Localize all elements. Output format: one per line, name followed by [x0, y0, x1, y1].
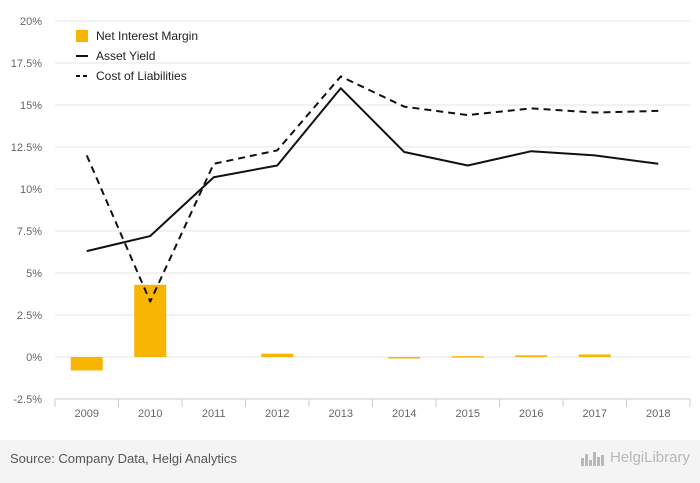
x-axis: 2009 2010 2011 2012 2013 2014 2015 2016 2017 2018 [54, 398, 691, 420]
y-tick-label: 10% [20, 184, 42, 196]
x-tick-label: 2018 [646, 408, 670, 420]
bar-2014[interactable] [388, 357, 421, 359]
cost-of-liabilities-line[interactable] [85, 75, 659, 303]
city-skyline-icon [580, 451, 604, 466]
x-tick-label: 2011 [202, 408, 226, 420]
x-tick-label: 2010 [138, 408, 162, 420]
x-tick-label: 2012 [265, 408, 289, 420]
y-tick-label: 7.5% [17, 226, 42, 238]
x-tick-label: 2016 [519, 408, 543, 420]
y-tick-label: 15% [20, 100, 42, 112]
source-note: Source: Company Data, Helgi Analytics [10, 451, 237, 466]
line-series [85, 75, 659, 303]
y-tick-label: -2.5% [13, 394, 42, 406]
bar-2010[interactable] [134, 284, 167, 357]
bar-series [70, 284, 611, 371]
x-tick-label: 2013 [329, 408, 353, 420]
y-tick-label: 17.5% [11, 58, 42, 70]
x-tick-label: 2009 [75, 408, 99, 420]
legend-label-cost-of-liabilities[interactable]: Cost of Liabilities [96, 69, 187, 83]
x-tick-label: 2014 [392, 408, 416, 420]
y-tick-label: 2.5% [17, 310, 42, 322]
x-tick-label: 2015 [456, 408, 480, 420]
y-tick-label: 20% [20, 16, 42, 28]
bar-2012[interactable] [261, 353, 294, 357]
legend-label-asset-yield[interactable]: Asset Yield [96, 49, 155, 63]
y-tick-label: 5% [26, 268, 42, 280]
asset-yield-line[interactable] [86, 87, 659, 253]
legend-label-net-interest-margin[interactable]: Net Interest Margin [96, 29, 198, 43]
helgi-library-logo[interactable]: HelgiLibrary [580, 449, 690, 466]
logo-text: HelgiLibrary [609, 449, 690, 466]
legend-swatch-net-interest-margin [76, 30, 88, 42]
y-tick-label: 12.5% [11, 142, 42, 154]
chart: 20% 17.5% 15% 12.5% 10% 7.5% 5% 2.5% 0% -2.5% 200… [11, 16, 691, 420]
bar-2009[interactable] [70, 357, 103, 371]
legend: Net Interest Margin Asset Yield Cost of Li… [76, 29, 198, 83]
bar-2017[interactable] [578, 354, 611, 357]
footer: Source: Company Data, Helgi Analytics He… [0, 440, 700, 483]
bar-2015[interactable] [451, 356, 484, 358]
bar-2016[interactable] [515, 355, 548, 357]
x-tick-label: 2017 [583, 408, 607, 420]
y-axis-ticks: 20% 17.5% 15% 12.5% 10% 7.5% 5% 2.5% 0% -2.5% [11, 16, 42, 406]
y-tick-label: 0% [26, 352, 42, 364]
